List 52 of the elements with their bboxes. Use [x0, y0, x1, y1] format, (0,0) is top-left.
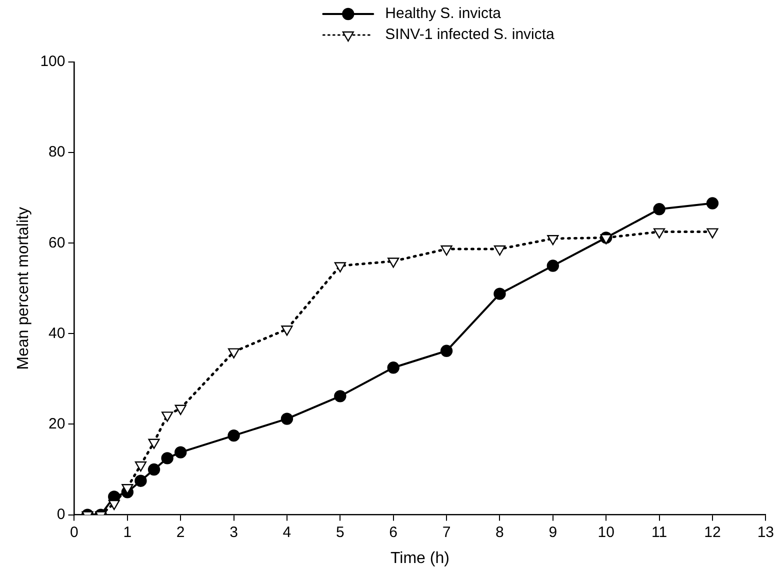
point — [134, 461, 147, 472]
x-tick-label: 1 — [123, 524, 132, 541]
x-tick-label: 4 — [282, 524, 292, 541]
point — [148, 463, 160, 476]
x-tick-label: 12 — [704, 524, 721, 541]
x-tick-label: 2 — [176, 524, 185, 541]
point — [440, 245, 452, 256]
point — [174, 446, 187, 458]
point — [388, 258, 400, 268]
x-tick-label: 10 — [598, 524, 614, 541]
legend-label: SINV-1 infected S. invicta — [385, 26, 556, 44]
x-tick-label: 5 — [336, 524, 344, 541]
point — [174, 404, 186, 415]
point — [228, 429, 240, 442]
point — [334, 262, 346, 272]
x-axis-title: Time (h) — [390, 550, 450, 567]
point — [161, 452, 174, 464]
y-tick-label: 60 — [48, 234, 66, 252]
y-tick-label: 0 — [56, 506, 66, 523]
point — [162, 412, 174, 422]
point — [494, 245, 506, 256]
x-tick-label: 9 — [548, 524, 558, 541]
x-tick-label: 7 — [442, 524, 451, 541]
x-tick-label: 13 — [757, 524, 774, 541]
point — [228, 348, 240, 358]
x-tick-label: 8 — [496, 524, 504, 541]
point — [494, 288, 506, 300]
point — [280, 412, 294, 425]
point — [440, 344, 453, 357]
point — [653, 228, 666, 238]
x-tick-label: 3 — [230, 524, 238, 541]
y-tick-label: 80 — [48, 144, 66, 161]
point — [334, 390, 346, 402]
y-axis-title: Mean percent mortality — [15, 207, 32, 370]
x-tick-label: 6 — [389, 524, 398, 541]
legend-label: Healthy S. invicta — [385, 5, 502, 22]
point — [148, 438, 160, 449]
point — [600, 234, 612, 244]
y-tick-label: 40 — [48, 324, 66, 342]
point — [546, 260, 560, 272]
y-tick-label: 100 — [40, 53, 66, 70]
point — [653, 203, 666, 216]
point — [134, 474, 147, 487]
y-tick-label: 20 — [48, 415, 66, 432]
point — [387, 362, 400, 374]
point — [706, 228, 718, 238]
point — [108, 500, 120, 510]
x-tick-label: 0 — [70, 524, 78, 541]
x-tick-label: 11 — [651, 524, 668, 541]
point — [281, 326, 293, 336]
point — [547, 234, 559, 246]
point — [706, 197, 719, 210]
